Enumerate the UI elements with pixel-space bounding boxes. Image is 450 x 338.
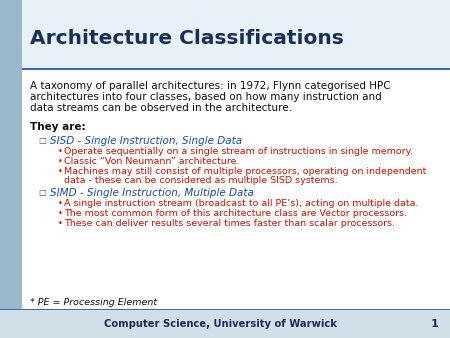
- Text: Computer Science, University of Warwick: Computer Science, University of Warwick: [104, 319, 337, 329]
- Text: •: •: [58, 147, 63, 156]
- Text: The most common form of this architecture class are Vector processors.: The most common form of this architectur…: [64, 209, 407, 218]
- Text: 1: 1: [431, 319, 439, 329]
- Text: •: •: [58, 167, 63, 176]
- Bar: [22, 68, 450, 70]
- Text: They are:: They are:: [30, 122, 86, 132]
- Text: SISD - Single Instruction, Single Data: SISD - Single Instruction, Single Data: [50, 136, 242, 146]
- Text: •: •: [58, 219, 63, 228]
- Text: These can deliver results several times faster than scalar processors.: These can deliver results several times …: [64, 219, 395, 228]
- Text: •: •: [58, 157, 63, 166]
- Text: •: •: [58, 199, 63, 208]
- Bar: [0, 309, 450, 310]
- Text: SIMD - Single Instruction, Multiple Data: SIMD - Single Instruction, Multiple Data: [50, 188, 254, 198]
- Text: □: □: [38, 136, 46, 145]
- Bar: [22, 0, 450, 68]
- Text: data streams can be observed in the architecture.: data streams can be observed in the arch…: [30, 103, 292, 113]
- Text: architectures into four classes, based on how many instruction and: architectures into four classes, based o…: [30, 92, 382, 102]
- Text: Operate sequentially on a single stream of instructions in single memory.: Operate sequentially on a single stream …: [64, 147, 413, 156]
- Text: data - these can be considered as multiple SISD systems.: data - these can be considered as multip…: [64, 176, 337, 185]
- Text: * PE = Processing Element: * PE = Processing Element: [30, 298, 157, 307]
- Text: Classic “Von Neumann” architecture.: Classic “Von Neumann” architecture.: [64, 157, 239, 166]
- Text: □: □: [38, 188, 46, 197]
- Text: •: •: [58, 209, 63, 218]
- Text: A taxonomy of parallel architectures: in 1972, Flynn categorised HPC: A taxonomy of parallel architectures: in…: [30, 81, 391, 91]
- Text: Architecture Classifications: Architecture Classifications: [30, 28, 344, 48]
- Bar: [0, 310, 450, 338]
- Text: A single instruction stream (broadcast to all PE’s), acting on multiple data.: A single instruction stream (broadcast t…: [64, 199, 418, 208]
- Text: Machines may still consist of multiple processors, operating on independent: Machines may still consist of multiple p…: [64, 167, 427, 176]
- Bar: [22, 68, 450, 310]
- Bar: [0, 0, 22, 338]
